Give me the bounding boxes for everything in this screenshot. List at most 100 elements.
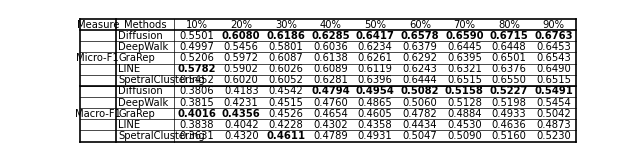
Text: 0.4228: 0.4228 [268,120,303,130]
Text: 0.3815: 0.3815 [179,98,214,107]
Text: 0.4611: 0.4611 [266,131,305,141]
Text: 0.5452: 0.5452 [179,75,214,85]
Text: LINE: LINE [118,120,140,130]
Text: 0.4636: 0.4636 [492,120,527,130]
Text: 0.4654: 0.4654 [313,109,348,119]
Text: 0.6036: 0.6036 [313,42,348,52]
Text: 80%: 80% [498,20,520,30]
Text: 0.6119: 0.6119 [358,64,392,74]
Text: Diffusion: Diffusion [118,86,163,96]
Text: 0.4794: 0.4794 [311,86,350,96]
Text: Macro-F1: Macro-F1 [75,109,121,119]
Text: 0.6395: 0.6395 [447,53,482,63]
Text: 0.6379: 0.6379 [403,42,437,52]
Text: 0.5491: 0.5491 [534,86,573,96]
Text: Diffusion: Diffusion [118,31,163,41]
Text: 0.5801: 0.5801 [268,42,303,52]
Text: Micro-F1: Micro-F1 [77,53,119,63]
Text: 0.5198: 0.5198 [492,98,527,107]
Text: 70%: 70% [453,20,476,30]
Text: 0.5158: 0.5158 [445,86,484,96]
Text: 0.4231: 0.4231 [224,98,259,107]
Text: 0.6444: 0.6444 [403,75,437,85]
Text: 0.6234: 0.6234 [358,42,392,52]
Text: 0.5972: 0.5972 [224,53,259,63]
Text: 0.6292: 0.6292 [403,53,437,63]
Text: 0.5902: 0.5902 [224,64,259,74]
Text: 0.6501: 0.6501 [492,53,527,63]
Text: 0.4358: 0.4358 [358,120,392,130]
Text: GraRep: GraRep [118,53,155,63]
Text: 0.5206: 0.5206 [179,53,214,63]
Text: 0.6550: 0.6550 [492,75,527,85]
Text: 0.5047: 0.5047 [403,131,437,141]
Text: 0.6543: 0.6543 [536,53,571,63]
Text: 0.6376: 0.6376 [492,64,527,74]
Text: 0.4515: 0.4515 [268,98,303,107]
Text: 0.4865: 0.4865 [358,98,392,107]
Text: 0.6321: 0.6321 [447,64,482,74]
Text: 30%: 30% [275,20,297,30]
Text: DeepWalk: DeepWalk [118,98,168,107]
Text: 0.4542: 0.4542 [268,86,303,96]
Text: 0.4183: 0.4183 [224,86,259,96]
Text: 0.6052: 0.6052 [268,75,303,85]
Text: 0.4884: 0.4884 [447,109,482,119]
Text: 60%: 60% [409,20,431,30]
Text: 90%: 90% [543,20,564,30]
Text: SpetralClustering: SpetralClustering [118,75,205,85]
Text: 0.6590: 0.6590 [445,31,484,41]
Text: 0.6445: 0.6445 [447,42,482,52]
Text: 0.4789: 0.4789 [313,131,348,141]
Text: 20%: 20% [230,20,252,30]
Text: Methods: Methods [124,20,166,30]
Text: 0.6763: 0.6763 [534,31,573,41]
Text: 0.4526: 0.4526 [268,109,303,119]
Text: GraRep: GraRep [118,109,155,119]
Text: 0.5454: 0.5454 [536,98,571,107]
Text: 0.4434: 0.4434 [403,120,437,130]
Text: 0.6020: 0.6020 [224,75,259,85]
Text: 0.4530: 0.4530 [447,120,482,130]
Text: 0.6186: 0.6186 [266,31,305,41]
Text: 0.6138: 0.6138 [313,53,348,63]
Text: 0.3806: 0.3806 [179,86,214,96]
Text: 0.5160: 0.5160 [492,131,527,141]
Text: LINE: LINE [118,64,140,74]
Text: 0.5082: 0.5082 [401,86,439,96]
Text: 0.4997: 0.4997 [179,42,214,52]
Text: 0.6261: 0.6261 [358,53,392,63]
Text: 0.4760: 0.4760 [313,98,348,107]
Text: 0.5230: 0.5230 [536,131,571,141]
Text: 0.4016: 0.4016 [177,109,216,119]
Text: 0.5042: 0.5042 [536,109,571,119]
Text: 0.5227: 0.5227 [490,86,528,96]
Text: 0.6490: 0.6490 [536,64,571,74]
Text: 0.4954: 0.4954 [356,86,394,96]
Text: 0.4605: 0.4605 [358,109,392,119]
Text: 0.5090: 0.5090 [447,131,482,141]
Text: SpetralClustering: SpetralClustering [118,131,205,141]
Text: 0.6026: 0.6026 [268,64,303,74]
Text: 0.6715: 0.6715 [490,31,529,41]
Text: 0.5782: 0.5782 [177,64,216,74]
Text: 0.5128: 0.5128 [447,98,482,107]
Text: 0.6285: 0.6285 [311,31,350,41]
Text: 0.5501: 0.5501 [179,31,214,41]
Text: 50%: 50% [364,20,386,30]
Text: 0.6243: 0.6243 [403,64,437,74]
Text: DeepWalk: DeepWalk [118,42,168,52]
Text: 0.4873: 0.4873 [536,120,571,130]
Text: 0.4320: 0.4320 [224,131,259,141]
Text: 0.5456: 0.5456 [224,42,259,52]
Text: 10%: 10% [186,20,207,30]
Text: 0.6080: 0.6080 [222,31,260,41]
Text: 40%: 40% [319,20,341,30]
Text: 0.6417: 0.6417 [356,31,394,41]
Text: 0.5060: 0.5060 [403,98,437,107]
Text: 0.6448: 0.6448 [492,42,526,52]
Text: 0.6578: 0.6578 [401,31,439,41]
Text: 0.4302: 0.4302 [313,120,348,130]
Text: 0.6515: 0.6515 [447,75,482,85]
Text: 0.4782: 0.4782 [403,109,437,119]
